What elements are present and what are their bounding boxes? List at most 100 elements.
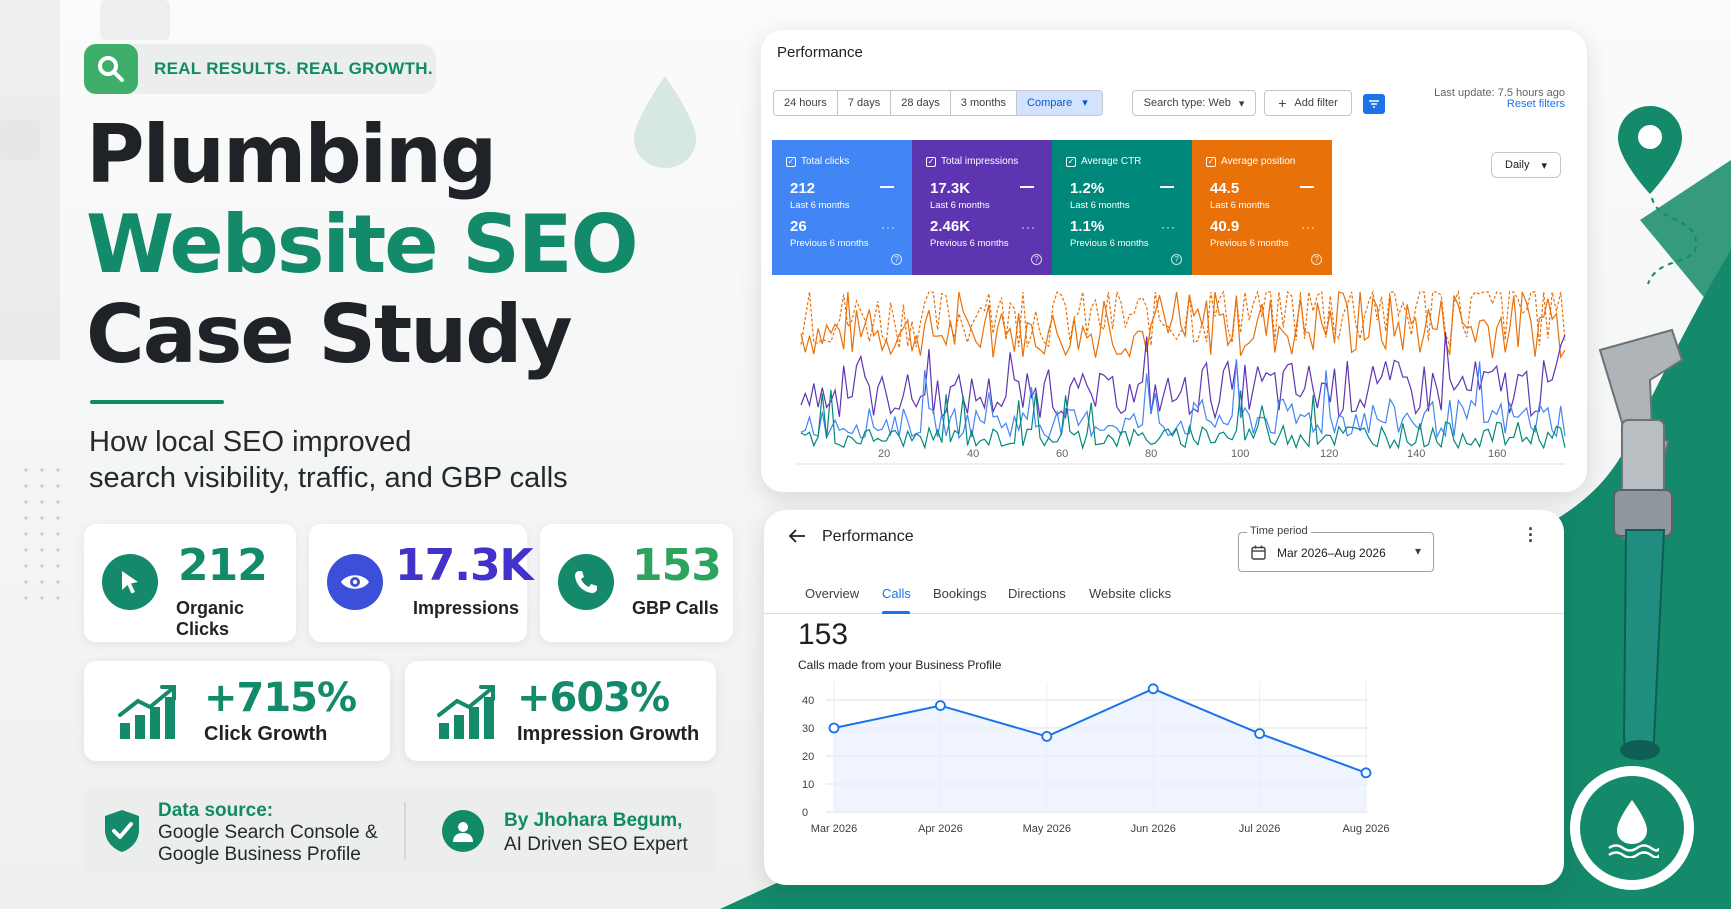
granularity-dropdown[interactable]: Daily ▾ xyxy=(1491,152,1561,178)
stat-label-impressions: Impressions xyxy=(413,598,520,618)
last-update: Last update: 7.5 hours ago Reset filters xyxy=(1375,88,1565,110)
stat-label-calls: GBP Calls xyxy=(632,598,719,618)
metric-value: 212 xyxy=(790,180,816,197)
tab-bar: Overview Calls Bookings Directions Websi… xyxy=(764,574,1564,614)
x-tick: 100 xyxy=(1231,448,1250,460)
metric-period: Last 6 months xyxy=(790,200,850,211)
x-tick-label: Apr 2026 xyxy=(918,823,963,835)
filter-icon[interactable] xyxy=(1363,94,1385,114)
help-icon[interactable]: ? xyxy=(1171,254,1182,265)
data-point xyxy=(828,722,840,734)
growth-label-impressions: Impression Growth xyxy=(517,723,700,745)
range-3-months[interactable]: 3 months xyxy=(951,91,1018,115)
growth-value-impressions: +603% xyxy=(517,675,670,721)
checkbox-checked-icon: ✓ xyxy=(786,156,796,167)
location-pin-icon xyxy=(1618,106,1698,285)
y-tick-label: 0 xyxy=(802,807,808,819)
x-tick-label: Mar 2026 xyxy=(811,823,857,835)
compare-dropdown[interactable]: Compare ▾ xyxy=(1017,91,1102,115)
time-period-select[interactable]: Time period Mar 2026–Aug 2026 ▾ xyxy=(1238,525,1434,572)
water-drop-badge xyxy=(1570,766,1694,890)
data-point xyxy=(1360,767,1372,779)
stat-value-calls: 153 xyxy=(632,540,722,591)
help-icon[interactable]: ? xyxy=(1311,254,1322,265)
range-24-hours[interactable]: 24 hours xyxy=(774,91,838,115)
more-options-icon[interactable]: · · · xyxy=(1528,519,1534,551)
search-type-label: Search type: Web xyxy=(1143,97,1231,109)
tab-bookings[interactable]: Bookings xyxy=(933,586,987,601)
subtitle-line-1: How local SEO improved xyxy=(89,426,412,458)
x-tick: 60 xyxy=(1056,448,1069,460)
title-divider xyxy=(90,400,224,404)
calls-total: 153 xyxy=(798,618,849,651)
metric-period: Last 6 months xyxy=(1070,200,1130,211)
page-title: Plumbing Website SEO Case Study xyxy=(86,110,639,380)
metric-card-clicks[interactable]: ✓ Total clicks 212 Last 6 months 26 Previ… xyxy=(772,140,912,275)
stat-value-clicks: 212 xyxy=(178,540,268,591)
panel-title: Performance xyxy=(777,44,863,61)
solid-line-legend-icon xyxy=(1160,186,1174,188)
reset-filters-link[interactable]: Reset filters xyxy=(1506,98,1565,110)
caret-down-icon: ▾ xyxy=(1415,544,1422,558)
metric-prev-value: 1.1% xyxy=(1070,218,1105,235)
metric-prev-period: Previous 6 months xyxy=(930,238,1009,249)
data-point xyxy=(1147,683,1159,695)
metric-card-position[interactable]: ✓ Average position 44.5 Last 6 months 40.… xyxy=(1192,140,1332,275)
range-7-days[interactable]: 7 days xyxy=(838,91,892,115)
metric-prev-value: 2.46K xyxy=(930,218,971,235)
growth-card-impressions: +603% Impression Growth xyxy=(405,661,716,761)
growth-label-clicks: Click Growth xyxy=(204,723,328,745)
dashed-line-legend-icon: ··· xyxy=(1301,220,1316,234)
active-tab-indicator xyxy=(882,611,910,614)
caret-down-icon: ▾ xyxy=(1082,97,1088,109)
caret-down-icon: ▾ xyxy=(1541,159,1547,172)
help-icon[interactable]: ? xyxy=(891,254,902,265)
tab-website-clicks[interactable]: Website clicks xyxy=(1089,586,1172,601)
tab-overview[interactable]: Overview xyxy=(805,586,860,601)
bar-chart-up-icon xyxy=(437,685,495,739)
x-tick-label: Jul 2026 xyxy=(1239,823,1281,835)
y-tick-label: 10 xyxy=(802,779,814,791)
plus-icon: + xyxy=(1278,95,1287,111)
bar-chart-up-icon xyxy=(118,685,176,739)
series-line xyxy=(800,359,1566,440)
title-line-2: Website SEO xyxy=(86,198,639,291)
divider xyxy=(404,802,406,860)
metric-card-impressions[interactable]: ✓ Total impressions 17.3K Last 6 months 2… xyxy=(912,140,1052,275)
data-point xyxy=(1254,728,1266,739)
search-type-dropdown[interactable]: Search type: Web ▾ xyxy=(1132,90,1256,116)
metric-card-ctr[interactable]: ✓ Average CTR 1.2% Last 6 months 1.1% Pre… xyxy=(1052,140,1192,275)
series-line xyxy=(800,331,1566,420)
search-icon xyxy=(84,44,138,94)
author-role: AI Driven SEO Expert xyxy=(504,834,688,855)
checkbox-checked-icon: ✓ xyxy=(926,156,936,167)
series-line xyxy=(800,389,1566,451)
subtitle: How local SEO improved search visibility… xyxy=(89,424,568,496)
metric-value: 44.5 xyxy=(1210,180,1240,197)
stat-value-impressions: 17.3K xyxy=(395,540,534,591)
tab-directions[interactable]: Directions xyxy=(1008,586,1066,601)
subtitle-line-2: search visibility, traffic, and GBP call… xyxy=(89,462,568,494)
x-tick-label: Aug 2026 xyxy=(1342,823,1389,835)
back-arrow-icon[interactable] xyxy=(788,528,806,544)
data-source-panel: Data source: Google Search Console & Goo… xyxy=(84,788,716,874)
add-filter-button[interactable]: + Add filter xyxy=(1264,90,1352,116)
y-tick-label: 40 xyxy=(802,695,814,707)
caret-down-icon: ▾ xyxy=(1238,97,1245,110)
series-line xyxy=(800,289,1566,349)
add-filter-label: Add filter xyxy=(1294,97,1338,109)
eye-icon xyxy=(327,554,383,610)
range-28-days[interactable]: 28 days xyxy=(891,91,951,115)
metric-prev-value: 26 xyxy=(790,218,807,235)
growth-card-clicks: +715% Click Growth xyxy=(84,661,390,761)
data-source-label: Data source: xyxy=(158,800,274,821)
panel-title: Performance xyxy=(822,528,914,545)
tab-calls[interactable]: Calls xyxy=(882,586,911,601)
author-name: By Jhohara Begum, xyxy=(504,810,683,831)
help-icon[interactable]: ? xyxy=(1031,254,1042,265)
solid-line-legend-icon xyxy=(880,186,894,188)
x-tick: 40 xyxy=(967,448,980,460)
dashed-line-legend-icon: ··· xyxy=(1161,220,1176,234)
y-tick-label: 30 xyxy=(802,723,814,735)
dashed-line-legend-icon: ··· xyxy=(881,220,896,234)
